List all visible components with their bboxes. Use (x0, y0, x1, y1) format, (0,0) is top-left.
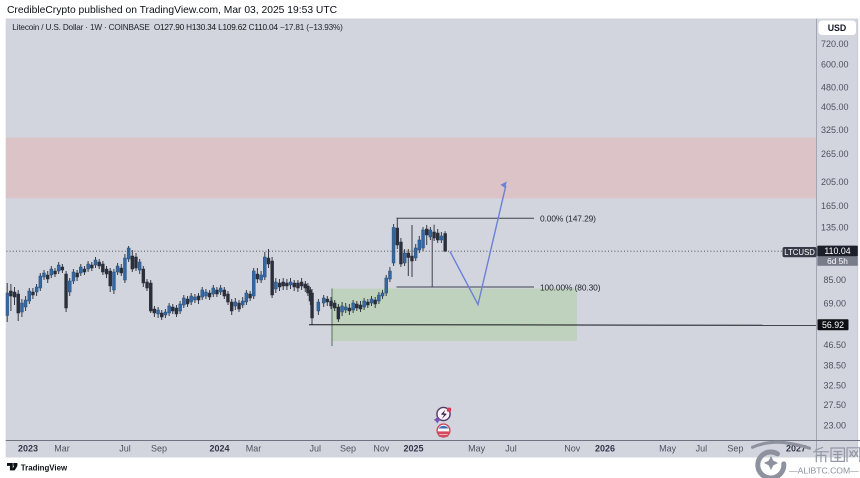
svg-text:135.00: 135.00 (821, 223, 849, 233)
svg-text:Nov: Nov (373, 444, 390, 454)
svg-text:2025: 2025 (403, 444, 423, 454)
svg-text:TradingView: TradingView (21, 464, 68, 473)
svg-text:325.00: 325.00 (821, 125, 849, 135)
svg-text:May: May (468, 444, 486, 454)
svg-text:Mar: Mar (246, 444, 262, 454)
svg-text:56.92: 56.92 (822, 320, 844, 330)
svg-text:27.50: 27.50 (824, 400, 847, 410)
svg-text:265.00: 265.00 (821, 149, 849, 159)
svg-text:405.00: 405.00 (821, 102, 849, 112)
svg-text:85.00: 85.00 (824, 275, 847, 285)
svg-text:LTCUSD: LTCUSD (784, 248, 815, 257)
svg-text:—ALIBTC.COM—: —ALIBTC.COM— (789, 466, 859, 476)
svg-text:Jul: Jul (310, 444, 322, 454)
svg-text:720.00: 720.00 (821, 39, 849, 49)
svg-text:2026: 2026 (595, 444, 615, 454)
svg-text:Nov: Nov (564, 444, 581, 454)
svg-text:165.00: 165.00 (821, 201, 849, 211)
svg-text:69.00: 69.00 (824, 299, 847, 309)
svg-text:Litecoin / U.S. Dollar · 1W ·: Litecoin / U.S. Dollar · 1W · COINBASE O… (12, 23, 343, 32)
svg-text:205.00: 205.00 (821, 177, 849, 187)
svg-text:May: May (659, 444, 677, 454)
svg-text:Jul: Jul (119, 444, 131, 454)
svg-text:CredibleCrypto published on Tr: CredibleCrypto published on TradingView.… (7, 5, 338, 16)
svg-text:USD: USD (828, 23, 847, 33)
svg-text:Sep: Sep (340, 444, 356, 454)
svg-text:23.00: 23.00 (824, 421, 847, 431)
svg-text:32.50: 32.50 (824, 381, 847, 391)
svg-text:100.00% (80.30): 100.00% (80.30) (540, 282, 601, 292)
svg-text:Mar: Mar (54, 444, 70, 454)
svg-text:2024: 2024 (209, 444, 229, 454)
svg-text:480.00: 480.00 (821, 82, 849, 92)
svg-text:2027: 2027 (786, 444, 806, 454)
svg-text:2023: 2023 (18, 444, 38, 454)
svg-text:Jul: Jul (696, 444, 708, 454)
svg-text:Sep: Sep (727, 444, 743, 454)
svg-text:6d 5h: 6d 5h (827, 256, 848, 266)
svg-text:Sep: Sep (151, 444, 167, 454)
svg-text:0.00% (147.29): 0.00% (147.29) (540, 214, 596, 224)
svg-text:600.00: 600.00 (821, 59, 849, 69)
svg-text:38.50: 38.50 (824, 361, 847, 371)
svg-text:110.04: 110.04 (824, 246, 850, 256)
svg-text:46.50: 46.50 (824, 340, 847, 350)
svg-text:Jul: Jul (505, 444, 517, 454)
